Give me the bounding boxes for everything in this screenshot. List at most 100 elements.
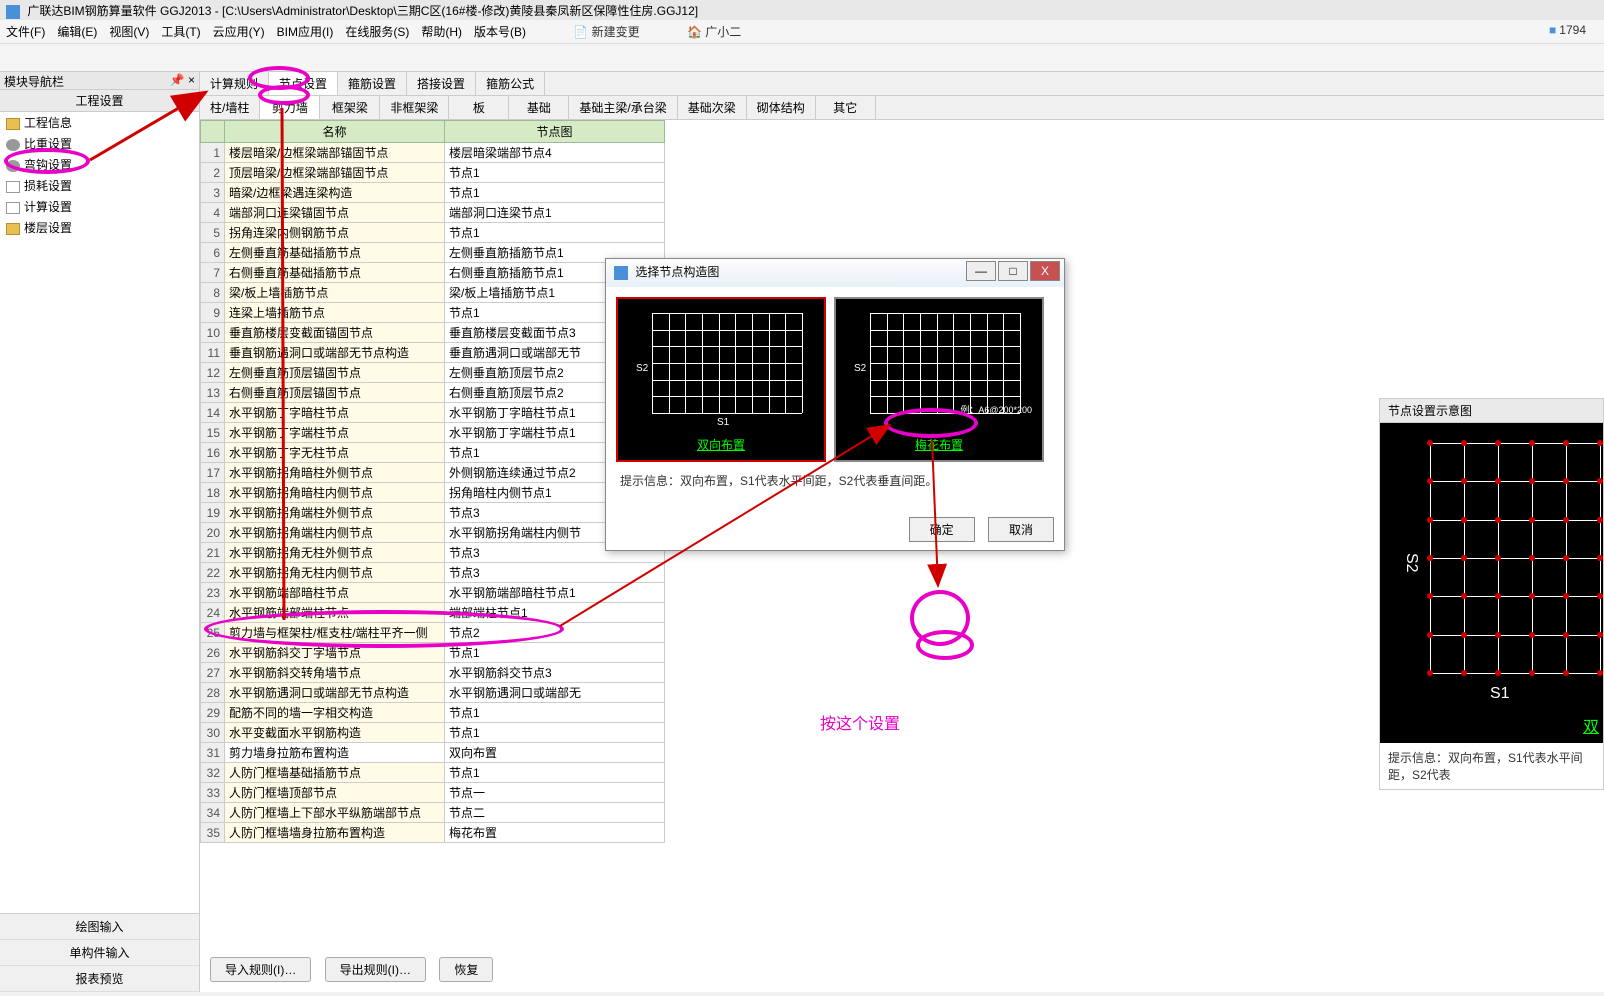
nav-item[interactable]: 工程信息 — [0, 112, 199, 133]
bottom-buttons: 导入规则(I)… 导出规则(I)… 恢复 — [210, 957, 503, 982]
tab-row-2: 柱/墙柱剪力墙框架梁非框架梁板基础基础主梁/承台梁基础次梁砌体结构其它 — [200, 96, 1604, 120]
th-node: 节点图 — [445, 121, 665, 143]
tab-row1-item[interactable]: 计算规则 — [200, 72, 269, 95]
table-row[interactable]: 26水平钢筋斜交丁字墙节点节点1 — [201, 643, 665, 663]
tab-row2-item[interactable]: 柱/墙柱 — [200, 96, 260, 119]
table-row[interactable]: 14水平钢筋丁字暗柱节点水平钢筋丁字暗柱节点1 — [201, 403, 665, 423]
table-row[interactable]: 21水平钢筋拐角无柱外侧节点节点3 — [201, 543, 665, 563]
table-row[interactable]: 8梁/板上墙插筋节点梁/板上墙插筋节点1 — [201, 283, 665, 303]
table-row[interactable]: 24水平钢筋端部端柱节点端部端柱节点1 — [201, 603, 665, 623]
menu-item[interactable]: 文件(F) — [6, 25, 45, 39]
menu-item[interactable]: 版本号(B) — [474, 25, 526, 39]
import-button[interactable]: 导入规则(I)… — [210, 957, 311, 982]
tab-row2-item[interactable]: 其它 — [816, 96, 876, 119]
table-row[interactable]: 15水平钢筋丁字端柱节点水平钢筋丁字端柱节点1 — [201, 423, 665, 443]
menu-item[interactable]: 工具(T) — [161, 25, 200, 39]
tab-row2-item[interactable]: 板 — [449, 96, 509, 119]
ok-button[interactable]: 确定 — [909, 517, 975, 542]
nav-item[interactable]: 弯钩设置 — [0, 154, 199, 175]
tab-row1-item[interactable]: 箍筋设置 — [338, 72, 407, 95]
tab-row1-item[interactable]: 节点设置 — [269, 72, 338, 95]
preview-hint: 提示信息：双向布置，S1代表水平间距，S2代表 — [1380, 743, 1603, 789]
table-row[interactable]: 16水平钢筋丁字无柱节点节点1 — [201, 443, 665, 463]
table-row[interactable]: 20水平钢筋拐角端柱内侧节点水平钢筋拐角端柱内侧节 — [201, 523, 665, 543]
axis-s1-label: S1 — [717, 417, 729, 428]
table-row[interactable]: 5拐角连梁内侧钢筋节点节点1 — [201, 223, 665, 243]
dialog-min-button[interactable]: — — [966, 261, 996, 281]
preview-axis-s1: S1 — [1490, 685, 1510, 703]
table-row[interactable]: 25剪力墙与框架柱/框支柱/端柱平齐一侧节点2 — [201, 623, 665, 643]
tab-row1-item[interactable]: 箍筋公式 — [476, 72, 545, 95]
nav-bottom-item[interactable]: 单构件输入 — [0, 940, 199, 966]
dialog-icon — [614, 266, 628, 280]
tab-row2-item[interactable]: 基础 — [509, 96, 569, 119]
axis-s2-label: S2 — [854, 363, 866, 374]
nav-items: 工程信息比重设置弯钩设置损耗设置计算设置楼层设置 — [0, 112, 199, 913]
menu-item[interactable]: 在线服务(S) — [345, 25, 409, 39]
menu-new-change[interactable]: 📄 新建变更 — [573, 25, 651, 39]
tab-row2-item[interactable]: 非框架梁 — [380, 96, 449, 119]
table-row[interactable]: 12左侧垂直筋顶层锚固节点左侧垂直筋顶层节点2 — [201, 363, 665, 383]
menu-item[interactable]: 视图(V) — [109, 25, 149, 39]
menu-item[interactable]: 编辑(E) — [57, 25, 97, 39]
table-row[interactable]: 32人防门框墙基础插筋节点节点1 — [201, 763, 665, 783]
thumb-label-2: 梅花布置 — [840, 433, 1038, 456]
tab-row2-item[interactable]: 框架梁 — [320, 96, 380, 119]
table-row[interactable]: 9连梁上墙插筋节点节点1 — [201, 303, 665, 323]
table-row[interactable]: 34人防门框墙上下部水平纵筋端部节点节点二 — [201, 803, 665, 823]
table-row[interactable]: 35人防门框墙墙身拉筋布置构造梅花布置 — [201, 823, 665, 843]
menu-item[interactable]: 帮助(H) — [421, 25, 462, 39]
thumb-label-1: 双向布置 — [622, 433, 820, 456]
nav-header: 模块导航栏 📌 × — [0, 72, 199, 90]
nav-item[interactable]: 比重设置 — [0, 133, 199, 154]
preview-title: 节点设置示意图 — [1380, 399, 1603, 423]
tab-row2-item[interactable]: 剪力墙 — [260, 96, 320, 119]
tab-row1-item[interactable]: 搭接设置 — [407, 72, 476, 95]
table-row[interactable]: 23水平钢筋端部暗柱节点水平钢筋端部暗柱节点1 — [201, 583, 665, 603]
nav-item[interactable]: 损耗设置 — [0, 175, 199, 196]
table-row[interactable]: 31剪力墙身拉筋布置构造双向布置 — [201, 743, 665, 763]
thumb-option-2[interactable]: S2 例：A6@200*200 梅花布置 — [834, 297, 1044, 462]
tab-row2-item[interactable]: 基础主梁/承台梁 — [569, 96, 677, 119]
table-row[interactable]: 19水平钢筋拐角端柱外侧节点节点3 — [201, 503, 665, 523]
tab-row2-item[interactable]: 砌体结构 — [747, 96, 816, 119]
table-row[interactable]: 11垂直钢筋遇洞口或端部无节点构造垂直筋遇洞口或端部无节 — [201, 343, 665, 363]
table-row[interactable]: 3暗梁/边框梁遇连梁构造节点1 — [201, 183, 665, 203]
pin-icon[interactable]: 📌 × — [170, 73, 195, 87]
table-row[interactable]: 2顶层暗梁/边框梁端部锚固节点节点1 — [201, 163, 665, 183]
table-row[interactable]: 17水平钢筋拐角暗柱外侧节点外侧钢筋连续通过节点2 — [201, 463, 665, 483]
table-row[interactable]: 28水平钢筋遇洞口或端部无节点构造水平钢筋遇洞口或端部无 — [201, 683, 665, 703]
cancel-button[interactable]: 取消 — [988, 517, 1054, 542]
table-row[interactable]: 7右侧垂直筋基础插筋节点右侧垂直筋插筋节点1 — [201, 263, 665, 283]
tab-row2-item[interactable]: 基础次梁 — [678, 96, 747, 119]
table-row[interactable]: 13右侧垂直筋顶层锚固节点右侧垂直筋顶层节点2 — [201, 383, 665, 403]
export-button[interactable]: 导出规则(I)… — [325, 957, 426, 982]
table-row[interactable]: 33人防门框墙顶部节点节点一 — [201, 783, 665, 803]
thumb-option-1[interactable]: S2 S1 双向布置 — [616, 297, 826, 462]
table-row[interactable]: 22水平钢筋拐角无柱内侧节点节点3 — [201, 563, 665, 583]
table-row[interactable]: 18水平钢筋拐角暗柱内侧节点拐角暗柱内侧节点1 — [201, 483, 665, 503]
table-row[interactable]: 29配筋不同的墙一字相交构造节点1 — [201, 703, 665, 723]
table-row[interactable]: 27水平钢筋斜交转角墙节点水平钢筋斜交节点3 — [201, 663, 665, 683]
nav-item[interactable]: 楼层设置 — [0, 217, 199, 238]
menu-item[interactable]: 云应用(Y) — [213, 25, 265, 39]
axis-s2-label: S2 — [636, 363, 648, 374]
dialog-titlebar[interactable]: 选择节点构造图 — □ X — [606, 259, 1064, 287]
table-row[interactable]: 4端部洞口连梁锚固节点端部洞口连梁节点1 — [201, 203, 665, 223]
table-row[interactable]: 10垂直筋楼层变截面锚固节点垂直筋楼层变截面节点3 — [201, 323, 665, 343]
window-titlebar: 广联达BIM钢筋算量软件 GGJ2013 - [C:\Users\Adminis… — [0, 0, 1604, 20]
nav-item[interactable]: 计算设置 — [0, 196, 199, 217]
menu-guangxiaoer[interactable]: 🏠 广小二 — [687, 25, 753, 39]
nav-bottom-item[interactable]: 报表预览 — [0, 966, 199, 992]
nav-bottom-item[interactable]: 绘图输入 — [0, 914, 199, 940]
table-row[interactable]: 1楼层暗梁/边框梁端部锚固节点楼层暗梁端部节点4 — [201, 143, 665, 163]
nav-section-title: 工程设置 — [0, 90, 199, 112]
menu-item[interactable]: BIM应用(I) — [277, 25, 334, 39]
table-row[interactable]: 6左侧垂直筋基础插筋节点左侧垂直筋插筋节点1 — [201, 243, 665, 263]
folder-icon — [6, 223, 20, 235]
window-title: 广联达BIM钢筋算量软件 GGJ2013 - [C:\Users\Adminis… — [27, 4, 698, 18]
dialog-close-button[interactable]: X — [1030, 261, 1060, 281]
table-row[interactable]: 30水平变截面水平钢筋构造节点1 — [201, 723, 665, 743]
restore-button[interactable]: 恢复 — [439, 957, 493, 982]
dialog-max-button[interactable]: □ — [998, 261, 1028, 281]
